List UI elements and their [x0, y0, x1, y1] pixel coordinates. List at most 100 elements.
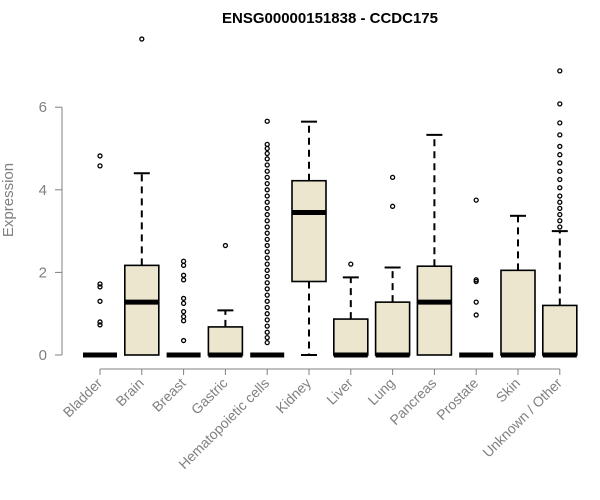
outlier-point [180, 262, 187, 269]
outlier-point [222, 242, 229, 249]
outlier-point [264, 141, 270, 148]
x-tick-label: Bladder [60, 375, 106, 421]
outlier-point [264, 323, 270, 329]
outlier-point [264, 286, 270, 292]
outlier-point [264, 261, 270, 267]
outlier-point [180, 277, 187, 283]
outlier-point [264, 118, 270, 124]
outlier-point [264, 199, 270, 205]
x-tick-label: Kidney [273, 375, 315, 417]
outlier-point [97, 163, 103, 169]
box-unknown-other [541, 68, 578, 358]
box-prostate [459, 197, 494, 358]
outlier-point [180, 308, 187, 315]
y-tick-label: 2 [39, 264, 47, 281]
outlier-point [264, 280, 270, 286]
outlier-point [348, 261, 354, 267]
outlier-point [264, 255, 270, 261]
outlier-point [473, 278, 479, 285]
outlier-point [180, 318, 187, 324]
outlier-point [264, 317, 270, 323]
outlier-point [180, 258, 187, 264]
outlier-point [557, 143, 563, 150]
outlier-point [97, 322, 103, 328]
box-iqr [416, 265, 453, 356]
outlier-point [557, 224, 563, 230]
outlier-point [557, 120, 563, 126]
outlier-point [264, 304, 270, 311]
y-tick-label: 0 [39, 347, 47, 364]
outlier-point [97, 319, 103, 325]
outlier-point [557, 193, 563, 199]
outlier-point [557, 168, 563, 174]
box-iqr [291, 179, 327, 283]
outlier-point [264, 156, 270, 162]
outlier-point [97, 281, 103, 287]
outlier-point [557, 185, 563, 191]
outlier-point [264, 339, 270, 346]
outlier-point [264, 311, 270, 317]
outlier-point [264, 236, 270, 243]
outlier-point [473, 299, 479, 305]
outlier-point [264, 249, 270, 255]
outlier-point [473, 312, 479, 318]
outlier-point [180, 313, 187, 320]
box-iqr [374, 301, 411, 356]
box-iqr [541, 304, 578, 356]
outlier-point [557, 152, 563, 158]
x-tick-label: Liver [323, 375, 356, 408]
y-axis: 0 2 4 6 [39, 99, 63, 364]
box-skin [500, 214, 536, 358]
outlier-point [264, 273, 270, 280]
box-brain [124, 36, 160, 356]
outlier-point [557, 211, 563, 218]
box-breast [166, 258, 201, 358]
outlier-point [264, 335, 270, 341]
box-bladder [83, 153, 117, 358]
y-tick-label: 4 [39, 182, 47, 199]
box-hematopoietic-cells [250, 118, 285, 358]
outlier-point [264, 292, 270, 298]
x-tick-label: Skin [493, 375, 524, 406]
y-tick-label: 6 [39, 99, 47, 116]
outlier-point [557, 205, 563, 212]
outlier-point [557, 101, 563, 107]
box-iqr [500, 269, 536, 356]
outlier-point [557, 176, 563, 183]
outlier-point [264, 242, 270, 249]
box-lung [374, 174, 411, 358]
outlier-point [264, 267, 270, 273]
outlier-point [264, 224, 270, 230]
outlier-point [264, 174, 270, 181]
y-axis-label: Expression [0, 163, 17, 237]
box-gastric [207, 242, 244, 358]
outlier-point [139, 36, 145, 42]
outlier-point [473, 197, 479, 203]
x-tick-label: Unknown / Other [479, 375, 565, 461]
outlier-point [264, 187, 270, 193]
box-iqr [207, 326, 244, 356]
outlier-point [557, 68, 563, 74]
outlier-point [180, 337, 187, 344]
x-tick-label: Breast [149, 375, 189, 415]
outlier-point [264, 218, 270, 224]
outlier-point [557, 160, 563, 166]
outlier-point [264, 205, 270, 212]
box-kidney [291, 120, 327, 356]
outlier-point [557, 132, 563, 138]
outlier-point [180, 300, 187, 307]
box-iqr [332, 318, 369, 356]
box-liver [332, 261, 369, 358]
x-tick-label: Lung [364, 375, 397, 408]
outlier-point [264, 168, 270, 174]
outlier-point [264, 145, 270, 152]
outlier-point [264, 180, 270, 187]
x-tick-label: Prostate [433, 375, 481, 423]
outlier-point [180, 295, 187, 302]
outlier-point [557, 218, 563, 224]
outlier-point [264, 211, 270, 218]
outlier-point [264, 298, 270, 304]
